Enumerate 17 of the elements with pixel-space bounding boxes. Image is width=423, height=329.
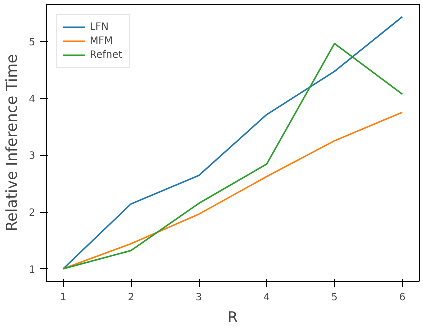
legend-label: MFM bbox=[90, 35, 114, 47]
x-tick-label: 2 bbox=[128, 292, 134, 304]
x-tick-label: 4 bbox=[264, 292, 270, 304]
line-series bbox=[62, 112, 404, 270]
x-axis-title: R bbox=[228, 308, 238, 326]
x-tick-label: 1 bbox=[60, 292, 67, 304]
legend-label: LFN bbox=[90, 21, 110, 33]
y-tick-label: 1 bbox=[29, 264, 36, 276]
y-tick-label: 3 bbox=[29, 151, 36, 162]
y-tick-label: 5 bbox=[29, 37, 36, 48]
y-tick-label: 4 bbox=[29, 94, 36, 106]
x-tick-label: 6 bbox=[399, 292, 406, 304]
x-tick-label: 5 bbox=[332, 292, 338, 304]
x-tick-label: 3 bbox=[196, 292, 202, 304]
y-tick-label: 2 bbox=[29, 208, 36, 220]
legend-label: Refnet bbox=[90, 49, 123, 61]
y-axis-title: Relative Inference Time bbox=[3, 54, 22, 232]
